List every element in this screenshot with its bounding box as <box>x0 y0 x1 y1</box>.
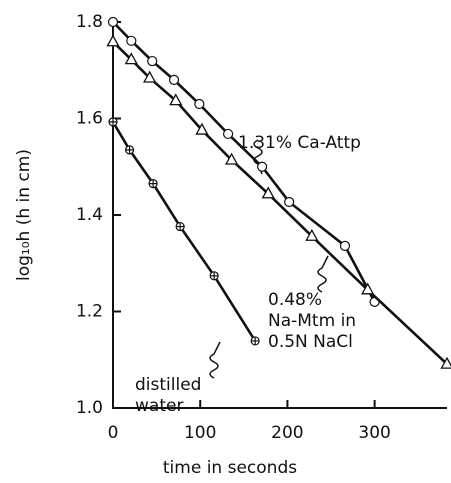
series-line <box>112 21 376 303</box>
point <box>107 16 119 28</box>
pointer <box>317 255 329 293</box>
x-tick-label: 300 <box>358 423 390 443</box>
point <box>124 145 135 155</box>
point <box>209 271 219 281</box>
point <box>195 122 209 135</box>
x-tick-label: 100 <box>184 423 216 443</box>
y-tick-label: 1.4 <box>76 205 103 225</box>
point <box>143 70 157 83</box>
point <box>361 282 375 295</box>
point <box>440 356 451 369</box>
point <box>339 240 351 251</box>
point <box>225 152 239 165</box>
series-line <box>112 40 448 366</box>
y-tick-label: 1.2 <box>76 302 103 322</box>
annotation: 1.31% Ca-Attp <box>238 133 361 153</box>
annotation: water <box>135 396 183 416</box>
point <box>147 55 158 67</box>
point <box>108 117 118 127</box>
point <box>148 179 158 189</box>
y-tick-label: 1.6 <box>76 109 103 129</box>
point <box>261 186 275 199</box>
point <box>168 74 180 86</box>
point <box>250 336 260 346</box>
pointer <box>209 341 221 379</box>
x-tick-label: 0 <box>108 423 119 443</box>
point <box>106 34 120 47</box>
annotation: Na-Mtm in <box>268 311 356 331</box>
y-axis-label: log₁₀h (h in cm) <box>14 149 34 281</box>
point <box>194 98 205 110</box>
point <box>169 93 183 106</box>
point <box>305 228 319 241</box>
point <box>126 35 137 46</box>
point <box>257 161 268 172</box>
point <box>223 128 234 140</box>
y-tick-label: 1.8 <box>76 12 103 32</box>
x-axis-label: time in seconds <box>163 458 297 478</box>
point <box>175 221 185 232</box>
series-line <box>111 121 257 342</box>
point <box>284 196 295 208</box>
point <box>124 52 138 65</box>
annotation: 0.5N NaCl <box>268 332 353 352</box>
x-tick-label: 200 <box>271 423 303 443</box>
annotation: distilled <box>135 375 201 395</box>
annotation: 0.48% <box>268 290 322 310</box>
y-tick-label: 1.0 <box>76 398 103 418</box>
